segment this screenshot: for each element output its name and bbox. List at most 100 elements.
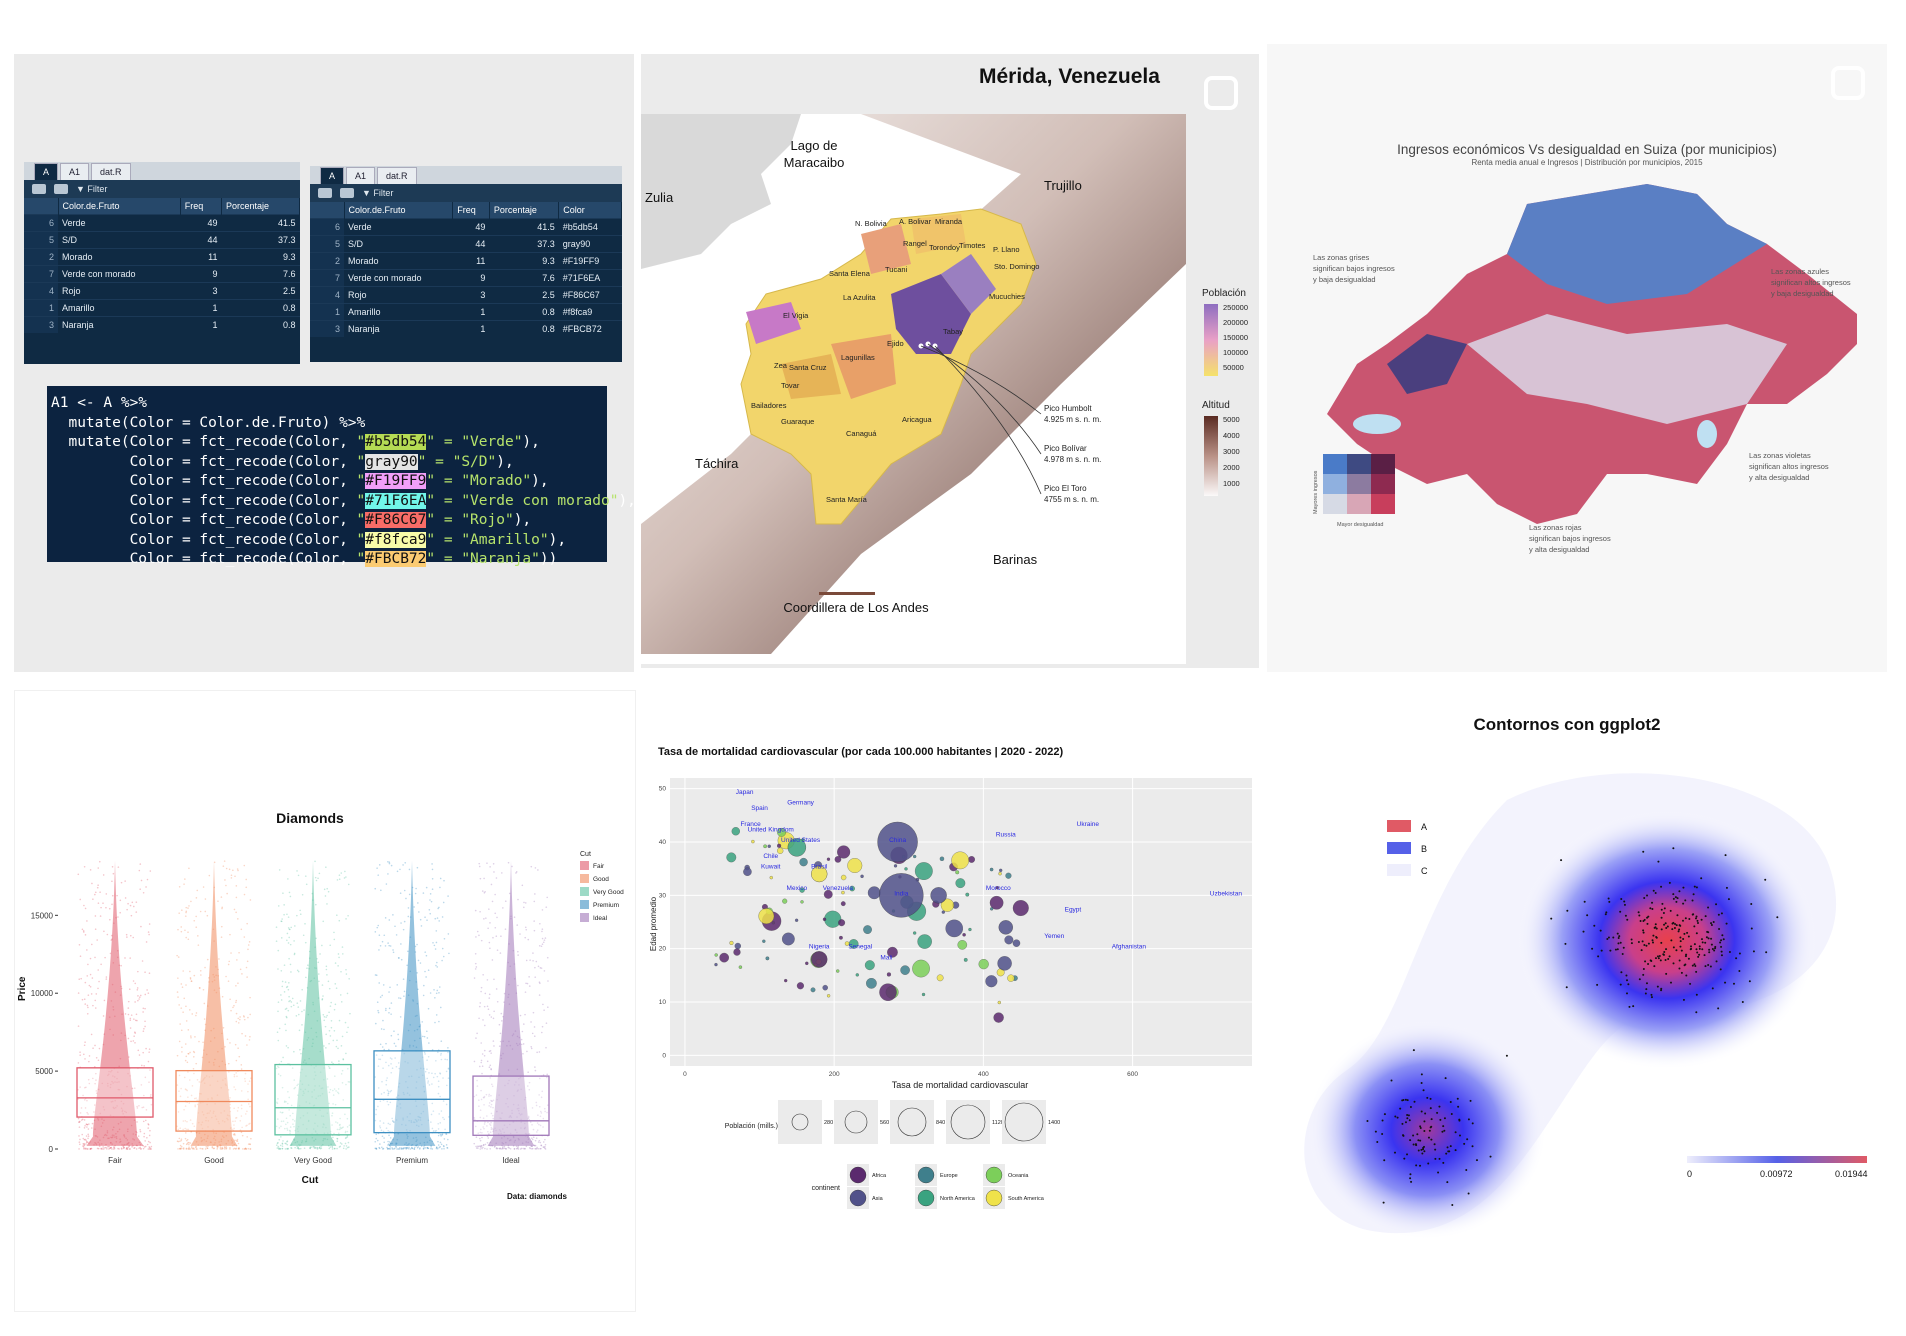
sample-point [1436, 1111, 1439, 1114]
data-point [441, 1133, 444, 1135]
sample-point [1437, 1171, 1440, 1174]
data-point [327, 1086, 329, 1088]
color-code: gray90 [365, 453, 418, 470]
data-point [389, 1148, 391, 1150]
data-point [84, 907, 87, 910]
tab-dat-r[interactable]: dat.R [377, 167, 417, 184]
table-row[interactable]: 7 Verde con morado 9 7.6 [24, 265, 300, 283]
table-row[interactable]: 2 Morado 11 9.3 #F19FF9 [310, 252, 622, 270]
sample-point [1623, 900, 1626, 903]
filter-button[interactable]: ▼ Filter [76, 184, 108, 194]
table-row[interactable]: 5 S/D 44 37.3 gray90 [310, 235, 622, 253]
data-point [385, 1042, 387, 1045]
data-point [392, 949, 394, 951]
col-header[interactable]: Porcentaje [221, 198, 301, 215]
table-row[interactable]: 1 Amarillo 1 0.8 #f8fca9 [310, 303, 622, 321]
data-point [183, 997, 186, 1000]
col-header[interactable]: Color.de.Fruto [58, 198, 181, 215]
sample-point [1419, 1164, 1422, 1167]
cell-name: Verde con morado [344, 269, 453, 287]
popout-icon[interactable] [340, 188, 354, 198]
data-point [237, 1017, 240, 1020]
col-header[interactable]: Freq [452, 202, 490, 219]
data-point [134, 1032, 137, 1034]
data-point [481, 1147, 483, 1150]
data-point [476, 1032, 478, 1035]
colorbar-label: 0 [1687, 1169, 1692, 1179]
annotation-note: y alta desigualdad [1529, 545, 1589, 554]
data-point [394, 1057, 396, 1059]
sample-point [1664, 922, 1667, 925]
data-point [105, 1146, 107, 1149]
data-point [900, 965, 910, 975]
data-point [185, 911, 187, 914]
sample-point [1676, 914, 1679, 917]
data-point [481, 1072, 483, 1075]
data-point [237, 918, 239, 920]
table-row[interactable]: 3 Naranja 1 0.8 #FBCB72 [310, 320, 622, 337]
data-point [85, 1123, 88, 1125]
cell-pct: 7.6 [489, 269, 559, 287]
data-point [127, 1000, 130, 1003]
data-point [494, 1145, 496, 1148]
tab-a[interactable]: A [320, 167, 345, 184]
data-point [328, 1147, 331, 1150]
col-header[interactable]: Color [558, 202, 622, 219]
table-row[interactable]: 4 Rojo 3 2.5 #F86C67 [310, 286, 622, 304]
tab-a1[interactable]: A1 [346, 167, 376, 184]
y-tick-label: 30 [659, 892, 667, 899]
data-point [429, 992, 432, 994]
data-point [543, 1146, 545, 1148]
col-header[interactable]: Porcentaje [489, 202, 560, 219]
data-point [184, 1137, 187, 1140]
table-row[interactable]: 3 Naranja 1 0.8 [24, 316, 300, 333]
data-point [90, 1127, 93, 1129]
data-point [240, 1131, 243, 1134]
table-row[interactable]: 7 Verde con morado 9 7.6 #71F6EA [310, 269, 622, 287]
sample-point [1660, 989, 1663, 992]
data-point [475, 1094, 478, 1096]
filter-button[interactable]: ▼ Filter [362, 188, 394, 198]
data-point [400, 958, 403, 961]
sample-point [1707, 937, 1710, 940]
data-point [181, 1051, 183, 1053]
table-row[interactable]: 2 Morado 11 9.3 [24, 248, 300, 266]
data-point [122, 1145, 125, 1148]
table-row[interactable]: 6 Verde 49 41.5 #b5db54 [310, 218, 622, 236]
data-point [390, 1002, 393, 1004]
col-header[interactable]: Color.de.Fruto [344, 202, 454, 219]
data-point [346, 1117, 349, 1120]
y-tick-label: 10 [659, 999, 667, 1006]
col-header[interactable]: Freq [180, 198, 222, 215]
data-point [232, 1006, 234, 1009]
back-arrow-icon[interactable] [318, 188, 332, 198]
popout-icon[interactable] [54, 184, 68, 194]
data-point [140, 1148, 142, 1150]
data-point [822, 984, 828, 991]
tab-a1[interactable]: A1 [60, 163, 90, 180]
table-row[interactable]: 4 Rojo 3 2.5 [24, 282, 300, 300]
tab-a[interactable]: A [34, 163, 59, 180]
data-point [276, 1065, 279, 1068]
data-point [379, 1120, 381, 1122]
annotation-note: y baja desigualdad [1771, 289, 1834, 298]
alt-colorbar [1204, 416, 1218, 496]
data-point [176, 1140, 179, 1143]
data-point [102, 874, 105, 876]
table-row[interactable]: 1 Amarillo 1 0.8 [24, 299, 300, 317]
table-row[interactable]: 5 S/D 44 37.3 [24, 231, 300, 249]
tab-dat-r[interactable]: dat.R [91, 163, 131, 180]
alt-legend-label: 3000 [1223, 447, 1240, 456]
data-point [97, 884, 99, 887]
data-point [281, 1143, 284, 1145]
sample-point [1620, 971, 1623, 974]
back-arrow-icon[interactable] [32, 184, 46, 194]
data-point [242, 1148, 244, 1150]
data-point [278, 1148, 280, 1150]
region-andes: Coordillera de Los Andes [783, 600, 929, 615]
data-point [338, 878, 341, 881]
sample-point [1665, 926, 1668, 929]
table-row[interactable]: 6 Verde 49 41.5 [24, 214, 300, 232]
sample-point [1443, 1117, 1446, 1120]
data-point [281, 980, 284, 983]
